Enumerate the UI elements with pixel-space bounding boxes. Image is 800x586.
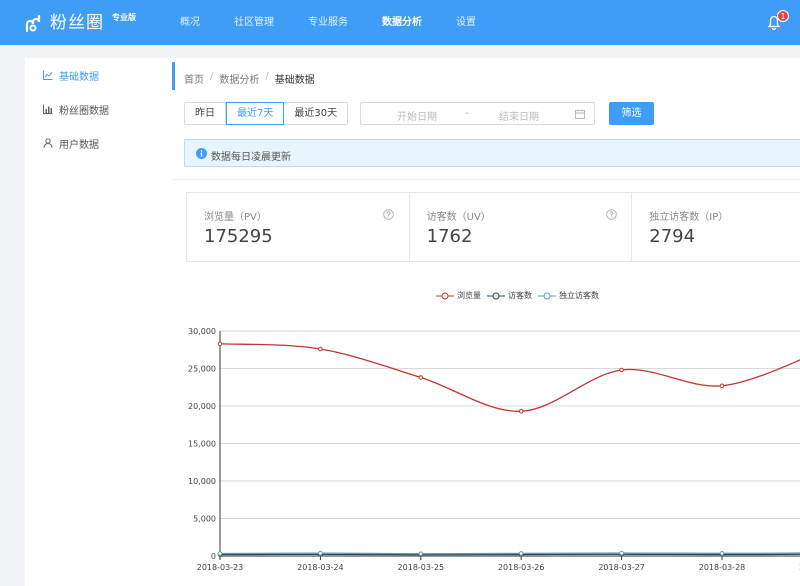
chart-legend: 浏览量 访客数 独立访客数 <box>436 290 605 301</box>
nav-analytics[interactable]: 数据分析 <box>382 17 422 28</box>
stat-value: 175295 <box>204 226 273 247</box>
x-tick-label: 2018-03-28 <box>699 563 746 572</box>
legend-item-pv[interactable]: 浏览量 <box>436 290 481 301</box>
stat-ip: 独立访客数（IP） 2794 <box>632 193 800 261</box>
breadcrumb-home[interactable]: 首页 <box>184 75 204 86</box>
line-chart-icon <box>43 70 53 80</box>
help-icon[interactable] <box>605 209 617 220</box>
active-accent-bar <box>172 62 175 90</box>
range-30days-button[interactable]: 最近30天 <box>284 103 348 124</box>
sidebar-item-label: 基础数据 <box>59 71 99 83</box>
y-tick-label: 30,000 <box>188 327 216 336</box>
stat-uv: 访客数（UV） 1762 <box>410 193 633 261</box>
legend-marker <box>487 292 505 299</box>
range-7days-button[interactable]: 最近7天 <box>226 102 285 125</box>
breadcrumb: 首页 / 数据分析 / 基础数据 <box>184 71 321 86</box>
sidebar-item-basic-data[interactable]: 基础数据 <box>25 58 172 92</box>
series-point-0 <box>217 341 223 347</box>
legend-marker <box>538 292 556 299</box>
help-icon[interactable] <box>383 209 394 220</box>
series-point-2 <box>217 551 223 556</box>
range-button-group: 昨日 最近7天 最近30天 <box>184 102 349 125</box>
nav-services[interactable]: 专业服务 <box>308 17 348 28</box>
calendar-icon[interactable] <box>575 109 585 119</box>
sidebar-item-label: 粉丝圈数据 <box>59 105 109 117</box>
legend-label: 独立访客数 <box>559 291 599 300</box>
stat-label: 访客数（UV） <box>426 212 491 223</box>
y-tick-label: 5,000 <box>193 515 216 524</box>
sidebar-item-user-data[interactable]: 用户数据 <box>25 126 172 160</box>
nav-overview[interactable]: 概况 <box>180 17 200 28</box>
y-tick-label: 15,000 <box>188 440 216 449</box>
stat-pv: 浏览量（PV） 175295 <box>187 193 410 261</box>
stat-value: 1762 <box>426 226 473 247</box>
y-tick-label: 0 <box>211 552 216 561</box>
series-point-0 <box>318 346 323 352</box>
nav-settings[interactable]: 设置 <box>456 17 476 28</box>
info-notice: 数据每日凌晨更新 <box>184 139 800 167</box>
nav-community[interactable]: 社区管理 <box>234 17 274 28</box>
series-line-2 <box>219 552 800 555</box>
filter-button[interactable]: 筛选 <box>609 102 654 125</box>
logo-icon <box>25 14 41 33</box>
sidebar: 基础数据 粉丝圈数据 用户数据 <box>25 58 172 586</box>
series-point-0 <box>619 367 624 373</box>
breadcrumb-separator: / <box>265 71 269 82</box>
user-icon <box>43 138 53 148</box>
stat-label: 独立访客数（IP） <box>649 212 729 223</box>
date-range-picker[interactable]: 开始日期 - 结束日期 <box>360 102 595 125</box>
x-tick-label: 2018-03-25 <box>398 563 445 572</box>
series-point-2 <box>619 550 624 556</box>
main-nav: 概况 社区管理 专业服务 数据分析 设置 <box>180 0 510 45</box>
series-point-2 <box>518 551 524 556</box>
x-tick-label: 2018-03-24 <box>297 563 344 572</box>
series-point-2 <box>418 551 424 557</box>
breadcrumb-separator: / <box>210 71 214 82</box>
info-icon <box>196 148 207 159</box>
notice-text: 数据每日凌晨更新 <box>211 152 291 163</box>
stat-label: 浏览量（PV） <box>204 212 267 223</box>
logo-text: 粉丝圈 <box>50 13 104 33</box>
series-point-0 <box>418 375 424 380</box>
legend-marker <box>436 292 454 299</box>
logo[interactable]: 粉丝圈 专业版 <box>24 11 136 35</box>
top-header: 粉丝圈 专业版 概况 社区管理 专业服务 数据分析 设置 1 <box>0 0 800 45</box>
bell-icon[interactable] <box>768 15 780 30</box>
breadcrumb-analytics[interactable]: 数据分析 <box>219 75 260 86</box>
x-tick-label: 2018-03-27 <box>598 563 645 572</box>
stats-panel: 浏览量（PV） 175295 访客数（UV） 1762 独立访客数（IP） 27… <box>186 192 800 262</box>
series-point-2 <box>719 551 725 556</box>
legend-item-uv[interactable]: 访客数 <box>487 290 532 301</box>
end-date-input[interactable]: 结束日期 <box>499 112 539 123</box>
notification-badge: 1 <box>777 10 789 22</box>
legend-label: 浏览量 <box>457 291 481 300</box>
x-tick-label: 2018-03-26 <box>498 563 545 572</box>
sidebar-item-circle-data[interactable]: 粉丝圈数据 <box>25 92 172 126</box>
legend-item-ip[interactable]: 独立访客数 <box>538 290 599 301</box>
x-tick-label: 2018-03-23 <box>197 563 244 572</box>
date-range-separator: - <box>465 108 469 119</box>
y-tick-label: 25,000 <box>188 365 216 374</box>
series-point-0 <box>719 383 725 389</box>
series-point-0 <box>518 408 524 414</box>
y-tick-label: 10,000 <box>188 477 216 486</box>
y-tick-label: 20,000 <box>188 402 216 411</box>
section-divider <box>172 179 800 180</box>
logo-pro-badge: 专业版 <box>112 13 136 22</box>
sidebar-item-label: 用户数据 <box>59 139 99 151</box>
series-point-2 <box>318 550 323 556</box>
line-chart: 0 5,000 10,000 15,000 20,000 25,000 30,000 2018… <box>188 327 800 572</box>
stat-value: 2794 <box>649 226 696 247</box>
legend-label: 访客数 <box>508 291 532 300</box>
start-date-input[interactable]: 开始日期 <box>397 112 437 123</box>
series-line-0 <box>219 343 800 412</box>
bar-chart-icon <box>43 104 53 114</box>
range-yesterday-button[interactable]: 昨日 <box>185 103 226 124</box>
breadcrumb-current: 基础数据 <box>274 75 315 86</box>
